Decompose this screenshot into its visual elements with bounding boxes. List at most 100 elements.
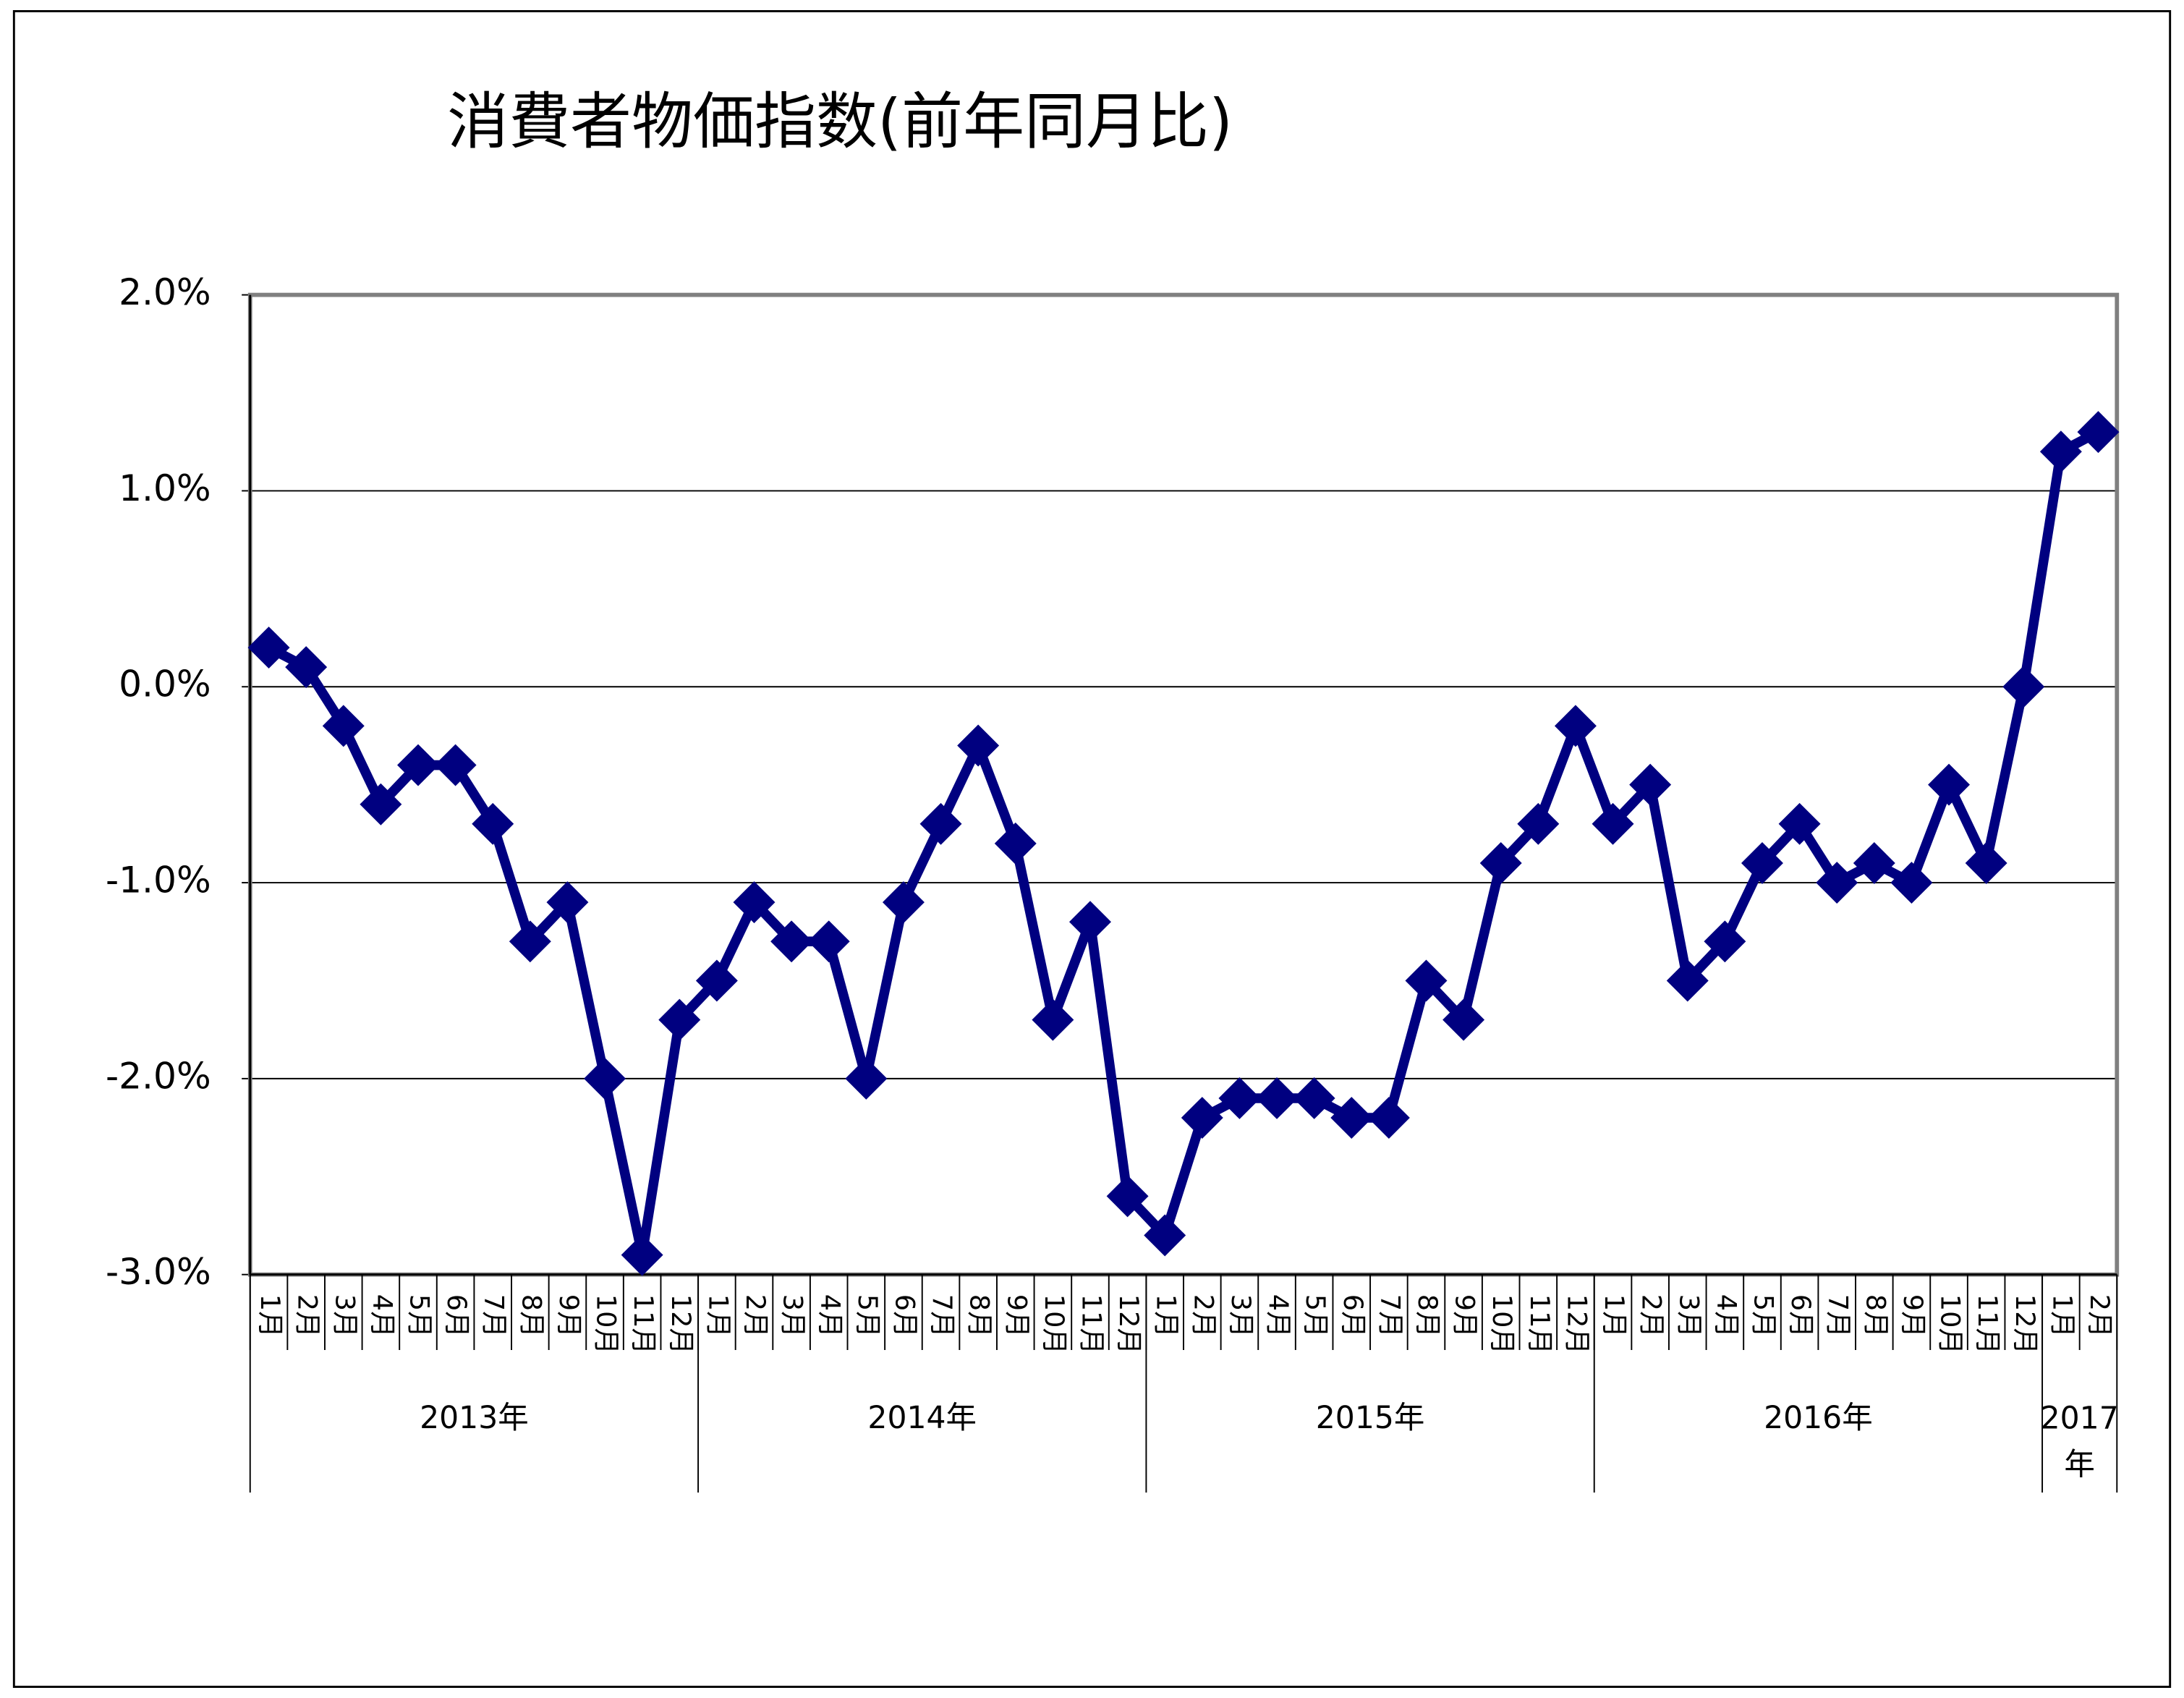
x-tick-label: 7月	[479, 1294, 510, 1338]
data-point	[1554, 705, 1597, 747]
x-tick-label: 10月	[1487, 1294, 1518, 1354]
x-tick-label: 11月	[628, 1294, 659, 1354]
x-tick-label: 8月	[964, 1294, 995, 1338]
x-tick-label: 6月	[1785, 1294, 1817, 1338]
data-point	[434, 744, 477, 786]
group-label: 2015年	[1316, 1401, 1425, 1436]
data-point	[1069, 901, 1111, 943]
x-tick-label: 4月	[367, 1294, 398, 1338]
x-tick-label: 9月	[553, 1294, 585, 1338]
x-tick-label: 6月	[1338, 1294, 1369, 1338]
x-tick-label: 2月	[740, 1294, 771, 1338]
chart-title: 消費者物価指数(前年同月比)	[447, 86, 1233, 158]
data-point	[2002, 666, 2045, 708]
data-point	[285, 646, 328, 689]
data-point	[1928, 763, 1971, 806]
data-point	[584, 1057, 626, 1100]
data-point	[1592, 802, 1634, 845]
data-point	[1704, 920, 1746, 963]
x-tick-label: 12月	[1113, 1294, 1144, 1354]
y-tick-label: 2.0%	[119, 271, 211, 313]
x-tick-label: 3月	[778, 1294, 809, 1338]
data-point	[1367, 1097, 1410, 1139]
data-point	[1479, 841, 1522, 884]
data-point	[1181, 1097, 1223, 1139]
y-tick-label: -2.0%	[106, 1054, 211, 1097]
x-tick-label: 11月	[1972, 1294, 2003, 1354]
data-point	[621, 1234, 663, 1276]
data-point	[1741, 841, 1783, 884]
data-point	[1256, 1077, 1299, 1119]
data-point	[1666, 959, 1709, 1002]
x-tick-label: 1月	[1599, 1294, 1630, 1338]
x-tick-label: 9月	[1001, 1294, 1032, 1338]
data-point	[733, 881, 776, 924]
data-point	[1629, 763, 1672, 806]
x-tick-label: 10月	[591, 1294, 622, 1354]
x-tick-label: 11月	[1524, 1294, 1555, 1354]
data-point	[807, 920, 850, 963]
group-label-line: 2017	[2041, 1401, 2119, 1436]
y-tick-label: 0.0%	[119, 663, 211, 705]
x-tick-label: 7月	[927, 1294, 958, 1338]
x-tick-label: 5月	[852, 1294, 883, 1338]
data-point	[1442, 998, 1485, 1041]
data-point	[472, 802, 514, 845]
x-tick-label: 10月	[1039, 1294, 1070, 1354]
x-tick-label: 1月	[702, 1294, 734, 1338]
data-point	[397, 744, 439, 786]
data-point	[509, 920, 551, 963]
data-point	[658, 998, 701, 1041]
data-point	[1330, 1097, 1373, 1139]
data-point	[2077, 411, 2120, 454]
x-tick-label: 4月	[1711, 1294, 1742, 1338]
group-label: 2013年	[420, 1401, 529, 1436]
x-tick-label: 3月	[1673, 1294, 1704, 1338]
data-point	[1778, 802, 1821, 845]
x-tick-label: 4月	[1263, 1294, 1294, 1338]
x-tick-label: 9月	[1450, 1294, 1481, 1338]
data-point	[770, 920, 813, 963]
data-point	[1853, 841, 1895, 884]
y-tick-label: -1.0%	[106, 859, 211, 901]
x-tick-label: 7月	[1823, 1294, 1854, 1338]
x-tick-label: 12月	[2010, 1294, 2041, 1354]
data-point	[1293, 1077, 1335, 1119]
data-point	[1144, 1214, 1186, 1257]
group-label: 2014年	[867, 1401, 977, 1436]
x-tick-label: 1月	[1151, 1294, 1182, 1338]
x-tick-label: 6月	[889, 1294, 920, 1338]
data-point	[1965, 841, 2007, 884]
data-point	[546, 881, 589, 924]
group-label: 2017 年	[2041, 1401, 2119, 1482]
data-point	[1032, 998, 1074, 1041]
data-point	[1218, 1077, 1261, 1119]
x-tick-label: 3月	[329, 1294, 360, 1338]
data-point	[1517, 802, 1560, 845]
group-label: 2016年	[1764, 1401, 1873, 1436]
data-point	[695, 959, 738, 1002]
data-point	[322, 705, 365, 747]
data-point	[882, 881, 925, 924]
x-tick-label: 8月	[516, 1294, 547, 1338]
x-tick-label: 1月	[2047, 1294, 2078, 1338]
data-point	[2039, 430, 2082, 473]
data-point	[1890, 862, 1933, 904]
x-tick-label: 11月	[1076, 1294, 1107, 1354]
y-tick-label: 1.0%	[119, 467, 211, 509]
x-tick-label: 2月	[2084, 1294, 2115, 1338]
x-tick-label: 9月	[1898, 1294, 1929, 1338]
data-point	[994, 822, 1037, 865]
data-point	[1816, 862, 1858, 904]
x-tick-label: 4月	[815, 1294, 846, 1338]
x-tick-label: 10月	[1935, 1294, 1966, 1354]
data-point	[1106, 1175, 1149, 1218]
data-point	[957, 724, 1000, 767]
data-point	[360, 783, 402, 825]
x-tick-label: 2月	[292, 1294, 323, 1338]
x-tick-label: 8月	[1860, 1294, 1891, 1338]
data-point	[247, 627, 290, 669]
group-label-line: 年	[2064, 1447, 2094, 1482]
x-tick-label: 6月	[441, 1294, 472, 1338]
